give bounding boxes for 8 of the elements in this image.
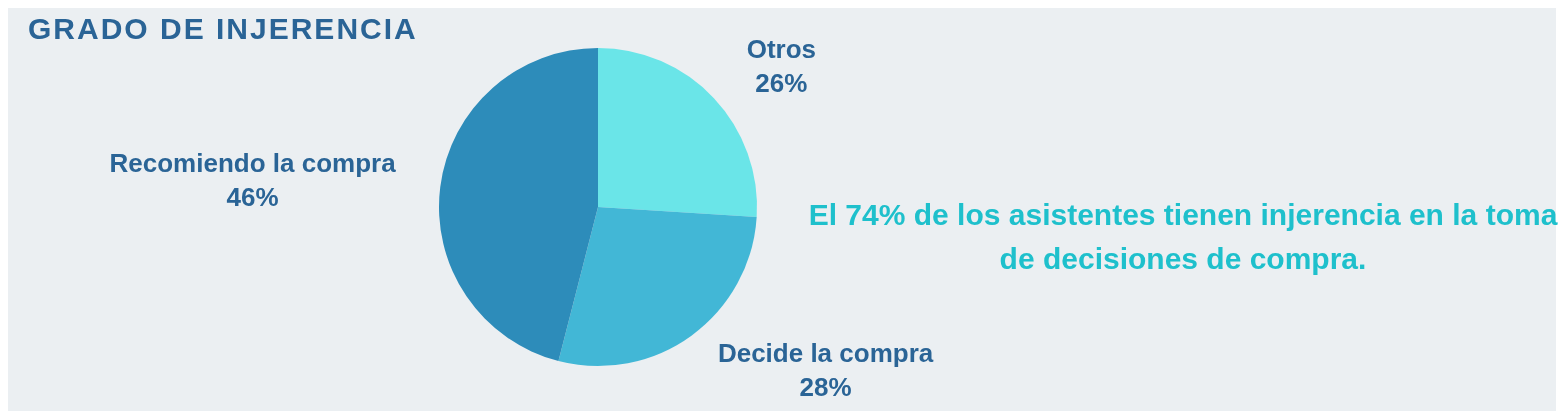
text: El 74% de los asistentes tienen injerencia en la toma de decisiones de compra. [807,197,1559,277]
data-label: 26% [755,67,808,98]
chart-title: GRADO DE INJERENCIA [28,12,418,46]
slice-label: Decide la compra [717,338,934,369]
data-label: 28% [799,372,852,403]
slice-label: Otros [746,33,817,64]
data-label: 46% [226,181,279,212]
slice-label: Recomiendo la compra [109,147,397,178]
